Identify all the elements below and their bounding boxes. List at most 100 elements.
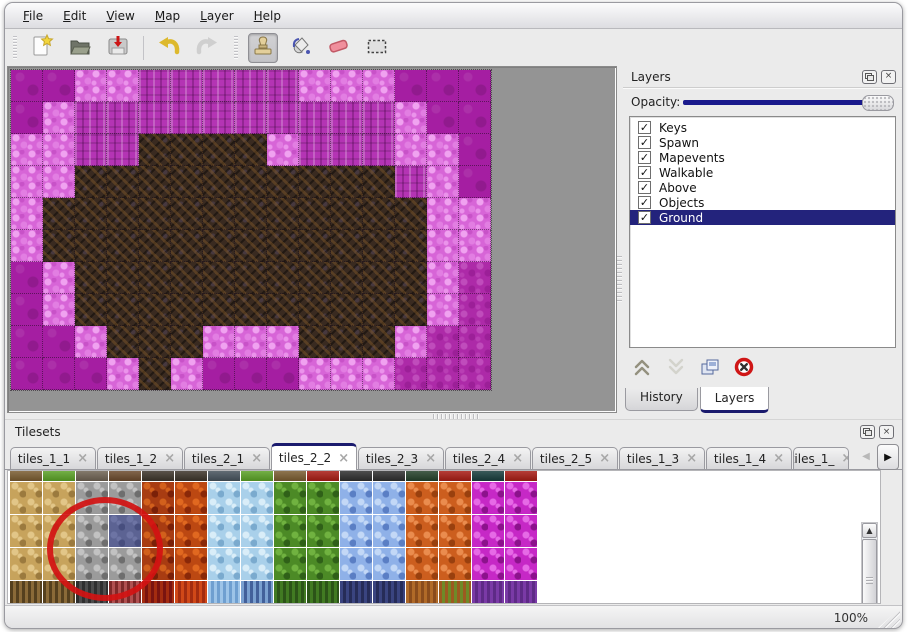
map-tile-pink-scales[interactable] xyxy=(107,358,139,390)
tileset-tile[interactable] xyxy=(109,471,141,481)
tileset-tile[interactable] xyxy=(142,482,174,514)
layer-row-spawn[interactable]: ✓ Spawn xyxy=(630,135,895,150)
map-tile-brown-rock[interactable] xyxy=(139,166,171,198)
scroll-tabs-left-button[interactable]: ◀ xyxy=(862,450,870,462)
map-tile-brown-rock[interactable] xyxy=(267,198,299,230)
map-tile-magenta-pillars[interactable] xyxy=(267,102,299,134)
map-tile-brown-rock[interactable] xyxy=(203,230,235,262)
scroll-tabs-right-button[interactable]: ▶ xyxy=(877,444,899,470)
map-tile-brown-rock[interactable] xyxy=(171,294,203,326)
map-tile-brown-rock[interactable] xyxy=(171,134,203,166)
menu-edit[interactable]: Edit xyxy=(63,8,87,23)
tileset-tile[interactable] xyxy=(472,548,504,580)
map-tile-pink-scales[interactable] xyxy=(11,198,43,230)
resize-grip[interactable] xyxy=(878,608,900,628)
map-tile-brown-rock[interactable] xyxy=(363,294,395,326)
map-tile-magenta-pillars[interactable] xyxy=(107,134,139,166)
map-tile-brown-rock[interactable] xyxy=(171,198,203,230)
stamp-tool-button[interactable] xyxy=(248,33,278,63)
map-tile-pink-scales[interactable] xyxy=(43,134,75,166)
map-tile-magenta-scales[interactable] xyxy=(459,358,491,390)
map-tile-brown-rock[interactable] xyxy=(363,326,395,358)
delete-layer-button[interactable] xyxy=(731,357,757,381)
tileset-tile[interactable] xyxy=(472,515,504,547)
map-tile-brown-rock[interactable] xyxy=(171,262,203,294)
map-tile-magenta-scales[interactable] xyxy=(395,358,427,390)
tileset-tile[interactable] xyxy=(10,581,42,603)
layer-row-above[interactable]: ✓ Above xyxy=(630,180,895,195)
tileset-tile[interactable] xyxy=(505,471,537,481)
map-tile-brown-rock[interactable] xyxy=(299,230,331,262)
close-panel-icon[interactable]: × xyxy=(881,69,896,84)
map-tile-brown-rock[interactable] xyxy=(43,230,75,262)
close-tab-icon[interactable]: × xyxy=(77,451,89,466)
map-tile-pink-scales[interactable] xyxy=(43,294,75,326)
close-tab-icon[interactable]: × xyxy=(425,451,437,466)
save-file-button[interactable] xyxy=(103,33,133,63)
map-tile-magenta-pillars[interactable] xyxy=(139,102,171,134)
tileset-tile[interactable] xyxy=(340,471,372,481)
opacity-slider[interactable] xyxy=(683,94,894,111)
tileset-tile[interactable] xyxy=(274,548,306,580)
map-tile-brown-rock[interactable] xyxy=(235,294,267,326)
map-tile-brown-rock[interactable] xyxy=(235,262,267,294)
map-tile-brown-rock[interactable] xyxy=(267,166,299,198)
map-tile-dark-magenta-flat[interactable] xyxy=(11,70,43,102)
tileset-tile[interactable] xyxy=(10,548,42,580)
menu-view[interactable]: View xyxy=(106,8,135,23)
close-panel-icon[interactable]: × xyxy=(879,425,894,439)
vertical-splitter[interactable] xyxy=(617,66,623,413)
redo-button[interactable] xyxy=(192,33,222,63)
map-tile-pink-scales[interactable] xyxy=(11,230,43,262)
map-tile-brown-rock[interactable] xyxy=(267,294,299,326)
tileset-tab-tiles_1[interactable]: tiles_1_ × xyxy=(793,447,849,469)
map-tile-magenta-scales[interactable] xyxy=(459,326,491,358)
map-tile-pink-scales[interactable] xyxy=(363,358,395,390)
layer-visibility-checkbox[interactable]: ✓ xyxy=(638,211,651,224)
menu-file[interactable]: File xyxy=(23,8,44,23)
map-tile-pink-scales[interactable] xyxy=(299,358,331,390)
map-tile-brown-rock[interactable] xyxy=(75,294,107,326)
map-tile-pink-scales[interactable] xyxy=(395,102,427,134)
tileset-tile[interactable] xyxy=(439,581,471,603)
tileset-tile[interactable] xyxy=(505,515,537,547)
menu-help[interactable]: Help xyxy=(253,8,282,23)
tileset-tile[interactable] xyxy=(10,482,42,514)
close-tab-icon[interactable]: × xyxy=(841,451,848,466)
map-tile-pink-scales[interactable] xyxy=(459,230,491,262)
tileset-scrollbar[interactable]: ▲ ▼ xyxy=(861,522,878,603)
tileset-tile[interactable] xyxy=(406,581,438,603)
map-tile-magenta-pillars[interactable] xyxy=(139,70,171,102)
map-tile-brown-rock[interactable] xyxy=(331,294,363,326)
map-canvas[interactable] xyxy=(7,66,617,413)
map-tile-magenta-scales[interactable] xyxy=(459,262,491,294)
close-tab-icon[interactable]: × xyxy=(773,451,785,466)
map-tile-brown-rock[interactable] xyxy=(75,198,107,230)
tileset-tile[interactable] xyxy=(307,581,339,603)
tileset-tile[interactable] xyxy=(472,471,504,481)
panel-tab-history[interactable]: History xyxy=(625,388,698,411)
tileset-tile[interactable] xyxy=(274,581,306,603)
tileset-tile[interactable] xyxy=(406,471,438,481)
map-tile-dark-magenta-flat[interactable] xyxy=(459,134,491,166)
close-tab-icon[interactable]: × xyxy=(251,451,263,466)
opacity-slider-track[interactable] xyxy=(683,100,890,105)
duplicate-layer-button[interactable] xyxy=(697,357,723,381)
map-tile-dark-magenta-flat[interactable] xyxy=(75,358,107,390)
map-tile-pink-scales[interactable] xyxy=(11,134,43,166)
map-tile-magenta-pillars[interactable] xyxy=(331,102,363,134)
map-tile-brown-rock[interactable] xyxy=(331,230,363,262)
map-tile-magenta-pillars[interactable] xyxy=(171,102,203,134)
tileset-tile[interactable] xyxy=(373,482,405,514)
map-tile-dark-magenta-flat[interactable] xyxy=(395,70,427,102)
tileset-tile[interactable] xyxy=(472,482,504,514)
map-tile-brown-rock[interactable] xyxy=(107,294,139,326)
tileset-tile[interactable] xyxy=(373,515,405,547)
tileset-tile[interactable] xyxy=(241,482,273,514)
map-tile-magenta-pillars[interactable] xyxy=(363,102,395,134)
layer-visibility-checkbox[interactable]: ✓ xyxy=(638,151,651,164)
map-tile-brown-rock[interactable] xyxy=(139,262,171,294)
map-tile-magenta-pillars[interactable] xyxy=(171,70,203,102)
map-tile-brown-rock[interactable] xyxy=(203,294,235,326)
map-tile-pink-scales[interactable] xyxy=(11,166,43,198)
